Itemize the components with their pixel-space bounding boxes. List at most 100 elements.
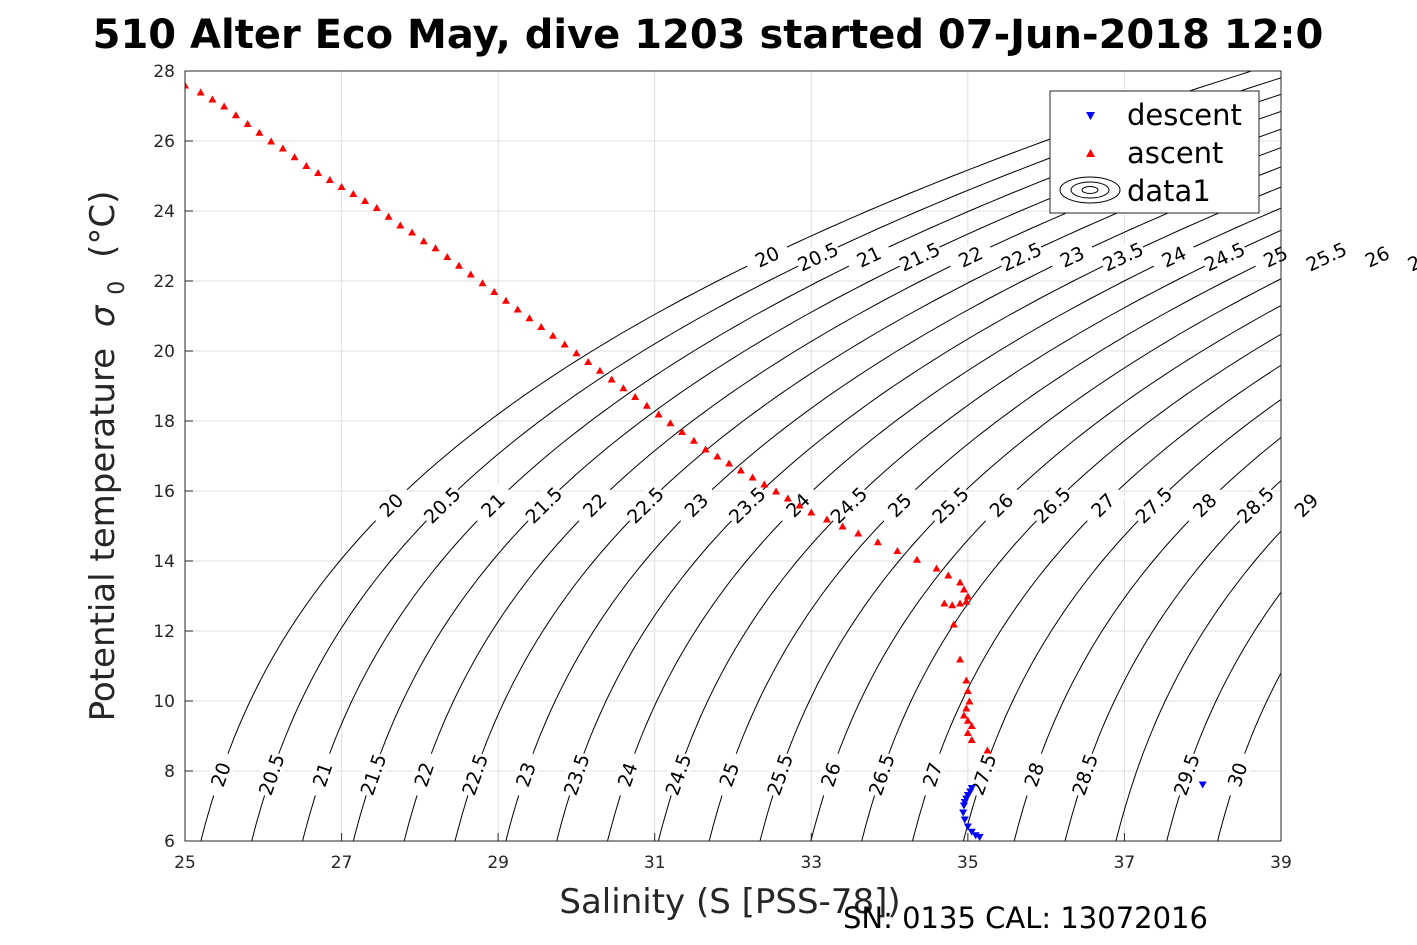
density-contour bbox=[861, 333, 1281, 841]
legend-ascent-marker bbox=[1086, 149, 1095, 157]
ascent-point bbox=[666, 419, 675, 427]
density-contour bbox=[1166, 591, 1281, 841]
y-axis-label-group: Potential temperature σ 0 (°C) bbox=[83, 191, 130, 722]
ascent-point bbox=[795, 501, 804, 509]
ascent-point bbox=[290, 153, 299, 161]
ascent-point bbox=[267, 137, 276, 145]
contour-label-bg bbox=[1168, 750, 1205, 799]
contour-label-bg bbox=[571, 481, 618, 529]
x-tick-label: 35 bbox=[957, 853, 979, 873]
ascent-point bbox=[513, 305, 522, 313]
chart-title: 510 Alter Eco May, dive 1203 started 07-… bbox=[93, 12, 1324, 58]
x-axis-label: Salinity (S [PSS-78]) bbox=[559, 882, 900, 922]
ascent-point bbox=[372, 204, 381, 211]
contour-label-bg bbox=[1130, 481, 1178, 529]
density-contour bbox=[810, 304, 1281, 841]
ascent-point bbox=[713, 452, 722, 460]
x-tick-label: 31 bbox=[644, 853, 666, 873]
legend-contour-icon bbox=[1059, 176, 1121, 204]
contour-label-bg bbox=[672, 481, 720, 529]
y-tick-label: 12 bbox=[153, 622, 175, 642]
ascent-point bbox=[243, 120, 252, 127]
ascent-point bbox=[963, 592, 972, 600]
contour-label-bg bbox=[1079, 481, 1127, 529]
contour-label-bg bbox=[660, 750, 696, 799]
ascent-point bbox=[948, 601, 957, 609]
ascent-point bbox=[572, 349, 581, 357]
y-tick-label: 22 bbox=[153, 272, 175, 292]
ascent-point bbox=[689, 436, 698, 444]
y-tick-label: 18 bbox=[153, 412, 175, 432]
legend-ascent-label: ascent bbox=[1127, 136, 1223, 170]
ascent-point bbox=[932, 564, 941, 572]
x-tick-label: 37 bbox=[1114, 853, 1136, 873]
density-contour bbox=[301, 93, 1281, 841]
serial-calibration-footer: SN: 0135 CAL: 13072016 bbox=[843, 901, 1208, 935]
ascent-point bbox=[963, 716, 972, 724]
ascent-point bbox=[956, 599, 965, 607]
contour-label-bg bbox=[520, 481, 568, 529]
ascent-point bbox=[478, 279, 487, 287]
contour-label-bg bbox=[863, 750, 900, 799]
ascent-point bbox=[314, 169, 323, 176]
ascent-point bbox=[956, 655, 965, 663]
contour-label-bg bbox=[609, 750, 645, 799]
ascent-point bbox=[185, 81, 189, 89]
ascent-point bbox=[807, 508, 816, 516]
contour-label-bg bbox=[621, 481, 669, 529]
ascent-point bbox=[822, 515, 831, 523]
data-points bbox=[185, 81, 1207, 841]
legend: descent ascent data1 bbox=[1049, 90, 1260, 214]
ascent-point bbox=[455, 261, 463, 269]
contour-label-bg bbox=[253, 750, 289, 799]
ascent-point bbox=[419, 237, 428, 245]
ascent-point bbox=[220, 102, 229, 110]
contour-label-bg bbox=[762, 750, 798, 799]
y-axis-sigma: σ bbox=[83, 304, 123, 327]
density-contour bbox=[251, 77, 1281, 841]
ascent-point bbox=[959, 585, 968, 593]
contour-label-bg bbox=[844, 237, 894, 276]
legend-descent-label: descent bbox=[1127, 98, 1242, 132]
density-contour bbox=[606, 207, 1281, 841]
ascent-point bbox=[678, 428, 687, 435]
density-contour bbox=[1064, 479, 1281, 841]
y-tick-label: 6 bbox=[164, 832, 175, 852]
descent-point bbox=[1198, 781, 1207, 789]
ascent-point bbox=[619, 384, 628, 392]
ascent-point bbox=[760, 480, 769, 488]
contour-label-bg bbox=[1231, 481, 1279, 529]
ascent-point bbox=[912, 555, 921, 563]
density-contour bbox=[1217, 671, 1281, 841]
contour-label-bg bbox=[202, 750, 239, 799]
ascent-point bbox=[548, 331, 557, 339]
ascent-point bbox=[736, 466, 745, 474]
ascent-point bbox=[701, 445, 710, 453]
y-tick-label: 20 bbox=[153, 342, 175, 362]
contour-label-bg bbox=[742, 237, 792, 276]
contour-label-bg bbox=[996, 237, 1046, 276]
y-tick-label: 24 bbox=[153, 202, 175, 222]
y-tick-label: 8 bbox=[164, 762, 175, 782]
contour-label-bg bbox=[926, 481, 974, 529]
ascent-point bbox=[384, 212, 393, 220]
contour-label-bg bbox=[914, 750, 950, 799]
ascent-point bbox=[607, 375, 616, 383]
ascent-point bbox=[208, 95, 217, 103]
ascent-point bbox=[278, 144, 287, 152]
ascent-point bbox=[642, 401, 651, 409]
ascent-point bbox=[231, 111, 240, 119]
density-contours bbox=[200, 71, 1281, 841]
ascent-point bbox=[584, 358, 593, 365]
density-contour bbox=[911, 364, 1281, 841]
ascent-point bbox=[361, 197, 370, 204]
contour-label-bg bbox=[1047, 237, 1097, 276]
y-axis-label: Potential temperature bbox=[83, 348, 123, 721]
density-contour bbox=[708, 253, 1281, 841]
ascent-point bbox=[466, 270, 475, 278]
density-contour bbox=[200, 71, 1254, 841]
ascent-point bbox=[396, 221, 405, 229]
contour-label-bg bbox=[977, 481, 1025, 529]
contour-label-bg bbox=[1098, 237, 1148, 276]
contour-label-bg bbox=[1403, 237, 1417, 276]
